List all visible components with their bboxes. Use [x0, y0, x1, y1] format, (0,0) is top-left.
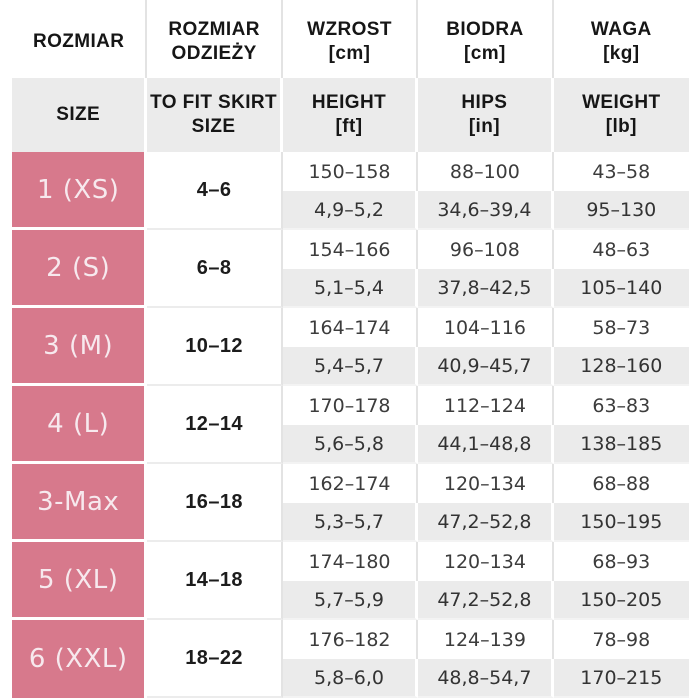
fit-skirt-size-cell: 18–22	[147, 620, 283, 698]
hips-in-cell: 34,6–39,4	[418, 191, 554, 230]
header-label: SIZE	[56, 104, 101, 125]
weight-lb-cell: 128–160	[553, 347, 689, 386]
size-cell: 1 (XS)	[12, 152, 148, 230]
header-unit: [kg]	[603, 43, 640, 64]
hips-cm-cell: 88–100	[418, 152, 554, 191]
header-wzrost-cm: WZROST [cm]	[282, 0, 419, 78]
fit-skirt-size-cell: 4–6	[147, 152, 283, 230]
hips-in-cell: 40,9–45,7	[418, 347, 554, 386]
size-cell: 6 (XXL)	[12, 620, 148, 698]
weight-kg-cell: 68–93	[553, 542, 689, 581]
header-height-ft: HEIGHT [ft]	[282, 78, 419, 152]
height-cm-cell: 170–178	[282, 386, 419, 425]
header-label: ROZMIAR	[168, 19, 260, 40]
hips-cm-cell: 104–116	[418, 308, 554, 347]
weight-kg-cell: 68–88	[553, 464, 689, 503]
hips-cm-cell: 120–134	[418, 542, 554, 581]
size-row-xs: 1 (XS) 4–6 150–158 88–100 43–58 4,9–5,2 …	[12, 152, 689, 230]
weight-kg-cell: 78–98	[553, 620, 689, 659]
size-row-xxl: 6 (XXL) 18–22 176–182 124–139 78–98 5,8–…	[12, 620, 689, 698]
hips-in-cell: 48,8–54,7	[418, 659, 554, 698]
size-row-xl: 5 (XL) 14–18 174–180 120–134 68–93 5,7–5…	[12, 542, 689, 620]
size-chart-table: ROZMIAR ROZMIAR ODZIEŻY WZROST [cm] BIOD…	[12, 0, 689, 698]
height-cm-cell: 176–182	[282, 620, 419, 659]
height-cm-cell: 162–174	[282, 464, 419, 503]
header-label: ODZIEŻY	[171, 43, 257, 64]
header-unit: [ft]	[335, 116, 363, 137]
size-cell: 4 (L)	[12, 386, 148, 464]
weight-kg-cell: 48–63	[553, 230, 689, 269]
hips-in-cell: 44,1–48,8	[418, 425, 554, 464]
header-unit: [lb]	[605, 116, 637, 137]
weight-kg-cell: 63–83	[553, 386, 689, 425]
header-unit: [cm]	[328, 43, 371, 64]
height-ft-cell: 5,3–5,7	[282, 503, 419, 542]
header-label: ROZMIAR	[32, 31, 125, 52]
header-rozmiar: ROZMIAR	[12, 0, 148, 78]
height-cm-cell: 154–166	[282, 230, 419, 269]
size-row-m: 3 (M) 10–12 164–174 104–116 58–73 5,4–5,…	[12, 308, 689, 386]
size-cell: 3 (M)	[12, 308, 148, 386]
weight-lb-cell: 95–130	[553, 191, 689, 230]
header-size: SIZE	[12, 78, 148, 152]
height-cm-cell: 174–180	[282, 542, 419, 581]
header-label: TO FIT SKIRT	[150, 92, 278, 113]
header-unit: [in]	[468, 116, 500, 137]
header-rozmiar-odziezy: ROZMIAR ODZIEŻY	[147, 0, 283, 78]
header-label: WAGA	[590, 19, 652, 40]
header-unit: [cm]	[464, 43, 506, 64]
fit-skirt-size-cell: 14–18	[147, 542, 283, 620]
fit-skirt-size-cell: 12–14	[147, 386, 283, 464]
height-ft-cell: 5,1–5,4	[282, 269, 419, 308]
weight-lb-cell: 150–205	[553, 581, 689, 620]
height-cm-cell: 164–174	[282, 308, 419, 347]
fit-skirt-size-cell: 16–18	[147, 464, 283, 542]
header-waga-kg: WAGA [kg]	[553, 0, 689, 78]
hips-cm-cell: 112–124	[418, 386, 554, 425]
hips-in-cell: 47,2–52,8	[418, 503, 554, 542]
size-row-s: 2 (S) 6–8 154–166 96–108 48–63 5,1–5,4 3…	[12, 230, 689, 308]
weight-lb-cell: 150–195	[553, 503, 689, 542]
header-row-polish: ROZMIAR ROZMIAR ODZIEŻY WZROST [cm] BIOD…	[12, 0, 689, 78]
hips-cm-cell: 124–139	[418, 620, 554, 659]
hips-in-cell: 37,8–42,5	[418, 269, 554, 308]
weight-lb-cell: 105–140	[553, 269, 689, 308]
height-ft-cell: 5,7–5,9	[282, 581, 419, 620]
fit-skirt-size-cell: 6–8	[147, 230, 283, 308]
hips-cm-cell: 96–108	[418, 230, 554, 269]
header-biodra-cm: BIODRA [cm]	[418, 0, 554, 78]
header-row-english: SIZE TO FIT SKIRT SIZE HEIGHT [ft] HIPS …	[12, 78, 689, 152]
height-ft-cell: 5,6–5,8	[282, 425, 419, 464]
weight-kg-cell: 58–73	[553, 308, 689, 347]
header-to-fit-skirt-size: TO FIT SKIRT SIZE	[147, 78, 283, 152]
height-ft-cell: 4,9–5,2	[282, 191, 419, 230]
height-ft-cell: 5,4–5,7	[282, 347, 419, 386]
size-row-l: 4 (L) 12–14 170–178 112–124 63–83 5,6–5,…	[12, 386, 689, 464]
header-label: SIZE	[191, 116, 236, 137]
header-label: HIPS	[461, 92, 508, 113]
weight-lb-cell: 170–215	[553, 659, 689, 698]
fit-skirt-size-cell: 10–12	[147, 308, 283, 386]
height-ft-cell: 5,8–6,0	[282, 659, 419, 698]
header-hips-in: HIPS [in]	[418, 78, 554, 152]
height-cm-cell: 150–158	[282, 152, 419, 191]
size-cell: 3-Max	[12, 464, 148, 542]
hips-in-cell: 47,2–52,8	[418, 581, 554, 620]
hips-cm-cell: 120–134	[418, 464, 554, 503]
size-row-3max: 3-Max 16–18 162–174 120–134 68–88 5,3–5,…	[12, 464, 689, 542]
header-weight-lb: WEIGHT [lb]	[553, 78, 689, 152]
size-cell: 2 (S)	[12, 230, 148, 308]
weight-kg-cell: 43–58	[553, 152, 689, 191]
weight-lb-cell: 138–185	[553, 425, 689, 464]
size-cell: 5 (XL)	[12, 542, 148, 620]
header-label: WZROST	[307, 19, 392, 40]
header-label: BIODRA	[446, 19, 524, 40]
header-label: WEIGHT	[582, 92, 661, 113]
header-label: HEIGHT	[311, 92, 387, 113]
